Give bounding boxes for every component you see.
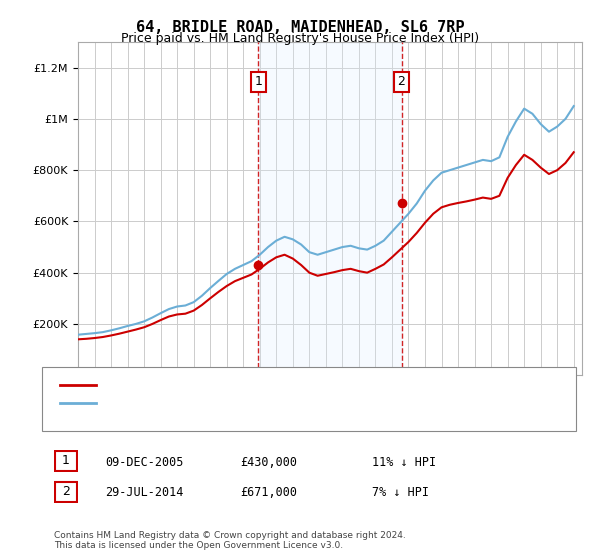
Text: 2: 2 (398, 76, 406, 88)
Text: 7% ↓ HPI: 7% ↓ HPI (372, 486, 429, 500)
Bar (259, 42, 401, 375)
FancyBboxPatch shape (55, 482, 77, 502)
Text: 64, BRIDLE ROAD, MAIDENHEAD, SL6 7RP (detached house): 64, BRIDLE ROAD, MAIDENHEAD, SL6 7RP (de… (105, 380, 417, 390)
Text: Price paid vs. HM Land Registry's House Price Index (HPI): Price paid vs. HM Land Registry's House … (121, 32, 479, 45)
Text: 1: 1 (254, 76, 262, 88)
Text: 64, BRIDLE ROAD, MAIDENHEAD, SL6 7RP: 64, BRIDLE ROAD, MAIDENHEAD, SL6 7RP (136, 20, 464, 35)
Text: 09-DEC-2005: 09-DEC-2005 (105, 455, 184, 469)
Text: £671,000: £671,000 (240, 486, 297, 500)
Text: £430,000: £430,000 (240, 455, 297, 469)
FancyBboxPatch shape (55, 451, 77, 471)
Text: 2: 2 (62, 485, 70, 498)
Text: 29-JUL-2014: 29-JUL-2014 (105, 486, 184, 500)
Text: Contains HM Land Registry data © Crown copyright and database right 2024.
This d: Contains HM Land Registry data © Crown c… (54, 531, 406, 550)
Text: HPI: Average price, detached house, Windsor and Maidenhead: HPI: Average price, detached house, Wind… (105, 398, 430, 408)
Text: 11% ↓ HPI: 11% ↓ HPI (372, 455, 436, 469)
Text: 1: 1 (62, 454, 70, 468)
